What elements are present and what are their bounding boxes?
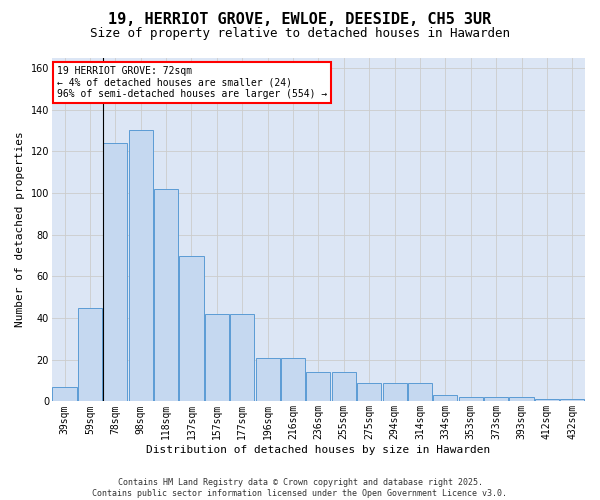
Bar: [357, 382, 381, 402]
Bar: [433, 395, 457, 402]
Bar: [509, 397, 533, 402]
Text: 19, HERRIOT GROVE, EWLOE, DEESIDE, CH5 3UR: 19, HERRIOT GROVE, EWLOE, DEESIDE, CH5 3…: [109, 12, 491, 28]
Bar: [205, 314, 229, 402]
Bar: [128, 130, 153, 402]
Text: Size of property relative to detached houses in Hawarden: Size of property relative to detached ho…: [90, 28, 510, 40]
Bar: [408, 382, 432, 402]
Bar: [458, 397, 483, 402]
Bar: [383, 382, 407, 402]
Bar: [560, 400, 584, 402]
Bar: [154, 189, 178, 402]
Text: 19 HERRIOT GROVE: 72sqm
← 4% of detached houses are smaller (24)
96% of semi-det: 19 HERRIOT GROVE: 72sqm ← 4% of detached…: [57, 66, 328, 100]
Bar: [103, 143, 127, 402]
Bar: [78, 308, 102, 402]
X-axis label: Distribution of detached houses by size in Hawarden: Distribution of detached houses by size …: [146, 445, 491, 455]
Bar: [52, 387, 77, 402]
Bar: [230, 314, 254, 402]
Text: Contains HM Land Registry data © Crown copyright and database right 2025.
Contai: Contains HM Land Registry data © Crown c…: [92, 478, 508, 498]
Y-axis label: Number of detached properties: Number of detached properties: [15, 132, 25, 328]
Bar: [332, 372, 356, 402]
Bar: [256, 358, 280, 402]
Bar: [535, 400, 559, 402]
Bar: [484, 397, 508, 402]
Bar: [179, 256, 203, 402]
Bar: [307, 372, 331, 402]
Bar: [281, 358, 305, 402]
